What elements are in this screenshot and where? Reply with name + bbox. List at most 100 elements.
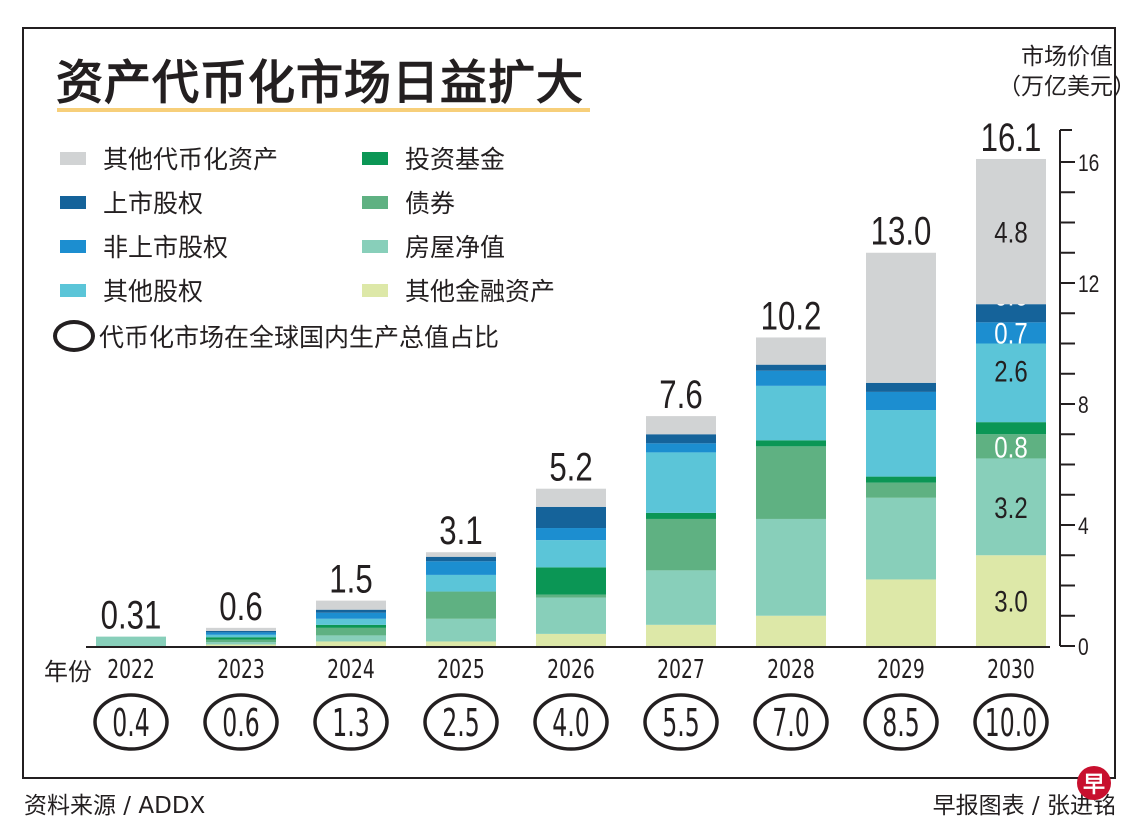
legend-item: 投资基金 [362, 140, 505, 176]
legend-swatch [60, 283, 86, 297]
bar-segment [646, 443, 716, 453]
y-axis-title: 市场价值 （万亿美元） [998, 42, 1136, 102]
segment-value-label: 0.8 [994, 430, 1027, 464]
chart-frame [22, 27, 1116, 779]
legend-item: 非上市股权 [60, 228, 228, 264]
gdp-share-oval [533, 693, 609, 751]
legend-label: 其他代币化资产 [103, 145, 279, 174]
legend-item: 房屋净值 [362, 228, 505, 264]
legend-swatch [362, 239, 388, 253]
bar-segment [206, 642, 276, 645]
y-axis-title-line2: （万亿美元） [998, 74, 1136, 100]
gdp-share-oval [93, 693, 169, 751]
bar-segment [976, 158, 1046, 305]
bar-segment [426, 641, 496, 646]
title-underline [57, 108, 590, 112]
bar-segment [756, 446, 826, 519]
legend-label: 其他股权 [103, 277, 204, 306]
legend-item: 其他金融资产 [362, 272, 555, 308]
x-tick-label: 2030 [987, 655, 1035, 685]
gdp-share-value: 5.5 [662, 702, 699, 745]
gdp-share-value: 7.0 [772, 702, 809, 745]
bar-segment [536, 567, 606, 595]
y-tick-label: 4 [1078, 512, 1089, 540]
bar-segment [646, 518, 716, 571]
bar-segment [316, 609, 386, 613]
x-tick-label: 2024 [327, 655, 375, 685]
legend-swatch [362, 151, 388, 165]
bar-segment [976, 343, 1046, 423]
x-tick-label: 2026 [547, 655, 595, 685]
gdp-share-value: 1.3 [332, 702, 369, 745]
bar-segment [206, 639, 276, 643]
gdp-share-oval [643, 693, 719, 751]
oval-icon [53, 320, 95, 352]
bar-total-label: 7.6 [659, 372, 702, 417]
bar-segment [206, 644, 276, 646]
bar-total-label: 0.6 [219, 584, 262, 629]
gdp-share-value: 10.0 [985, 702, 1037, 745]
bar-segment [426, 618, 496, 642]
segment-value-label: 3.2 [994, 490, 1027, 524]
bar-segment [536, 528, 606, 541]
bar-segment [976, 422, 1046, 435]
y-tick-label: 0 [1078, 633, 1089, 661]
bar-segment [426, 552, 496, 557]
x-tick-label: 2025 [437, 655, 485, 685]
bar-segment [866, 497, 936, 580]
gdp-share-value: 4.0 [552, 702, 589, 745]
gdp-share-oval [973, 693, 1049, 751]
bar-segment [536, 594, 606, 598]
zaobao-logo: 早 [1077, 766, 1111, 800]
bar-total-label: 0.31 [101, 593, 162, 638]
bar-segment [316, 618, 386, 625]
segment-value-label: 4.8 [994, 215, 1027, 249]
legend-item: 其他股权 [60, 272, 203, 308]
bar-segment [316, 641, 386, 646]
bar-total-label: 1.5 [329, 557, 372, 602]
bar-segment [426, 574, 496, 592]
bar-segment [756, 615, 826, 646]
x-tick-label: 2023 [217, 655, 265, 685]
segment-value-label: 3.0 [994, 584, 1027, 618]
gdp-share-oval [863, 693, 939, 751]
bar-segment [866, 482, 936, 498]
bar-segment [206, 637, 276, 640]
bar-segment [206, 627, 276, 631]
bar-segment [866, 391, 936, 411]
x-axis-title: 年份 [44, 658, 92, 686]
source-note: 资料来源 / ADDX [24, 793, 206, 819]
x-tick-label: 2028 [767, 655, 815, 685]
bar-segment [646, 452, 716, 513]
legend-gdp-share: 代币化市场在全球国内生产总值占比 [53, 318, 499, 354]
legend-swatch [362, 195, 388, 209]
bar-total-label: 3.1 [439, 509, 482, 554]
bar-segment [756, 440, 826, 447]
bar-segment [316, 612, 386, 619]
bar-segment [316, 600, 386, 610]
bar-segment [756, 337, 826, 365]
bar-segment [536, 506, 606, 529]
bar-segment [976, 458, 1046, 556]
legend-label: 非上市股权 [103, 233, 229, 262]
bar-segment [536, 597, 606, 634]
bar-segment [976, 322, 1046, 344]
bar-segment [866, 579, 936, 646]
bar-segment [206, 630, 276, 633]
x-tick-label: 2022 [107, 655, 155, 685]
bar-segment [316, 624, 386, 628]
y-tick-label: 12 [1078, 270, 1099, 298]
bar-segment [976, 434, 1046, 459]
bar-segment [536, 540, 606, 568]
bar-segment [646, 512, 716, 519]
legend-swatch [60, 195, 86, 209]
x-tick-label: 2027 [657, 655, 705, 685]
bar-segment [206, 632, 276, 635]
bar-segment [756, 518, 826, 616]
bar-segment [866, 382, 936, 392]
gdp-share-oval [753, 693, 829, 751]
legend-label: 其他金融资产 [405, 277, 556, 306]
bar-total-label: 16.1 [981, 115, 1042, 160]
legend-swatch [60, 151, 86, 165]
